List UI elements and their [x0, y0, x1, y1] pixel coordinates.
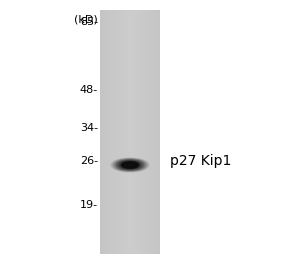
Ellipse shape [118, 161, 142, 169]
Ellipse shape [121, 162, 139, 168]
Ellipse shape [113, 159, 147, 171]
Text: 48-: 48- [80, 85, 98, 95]
Text: 34-: 34- [80, 123, 98, 133]
Ellipse shape [125, 163, 136, 167]
Ellipse shape [116, 160, 144, 170]
Text: 26-: 26- [80, 156, 98, 166]
Ellipse shape [114, 159, 146, 171]
Text: p27 Kip1: p27 Kip1 [170, 154, 231, 168]
Ellipse shape [119, 161, 141, 169]
Ellipse shape [123, 162, 137, 168]
Text: 19-: 19- [80, 200, 98, 210]
Ellipse shape [111, 158, 149, 172]
Text: 85-: 85- [80, 17, 98, 27]
Ellipse shape [121, 162, 139, 168]
Text: (kD): (kD) [74, 14, 98, 24]
Ellipse shape [126, 164, 134, 166]
